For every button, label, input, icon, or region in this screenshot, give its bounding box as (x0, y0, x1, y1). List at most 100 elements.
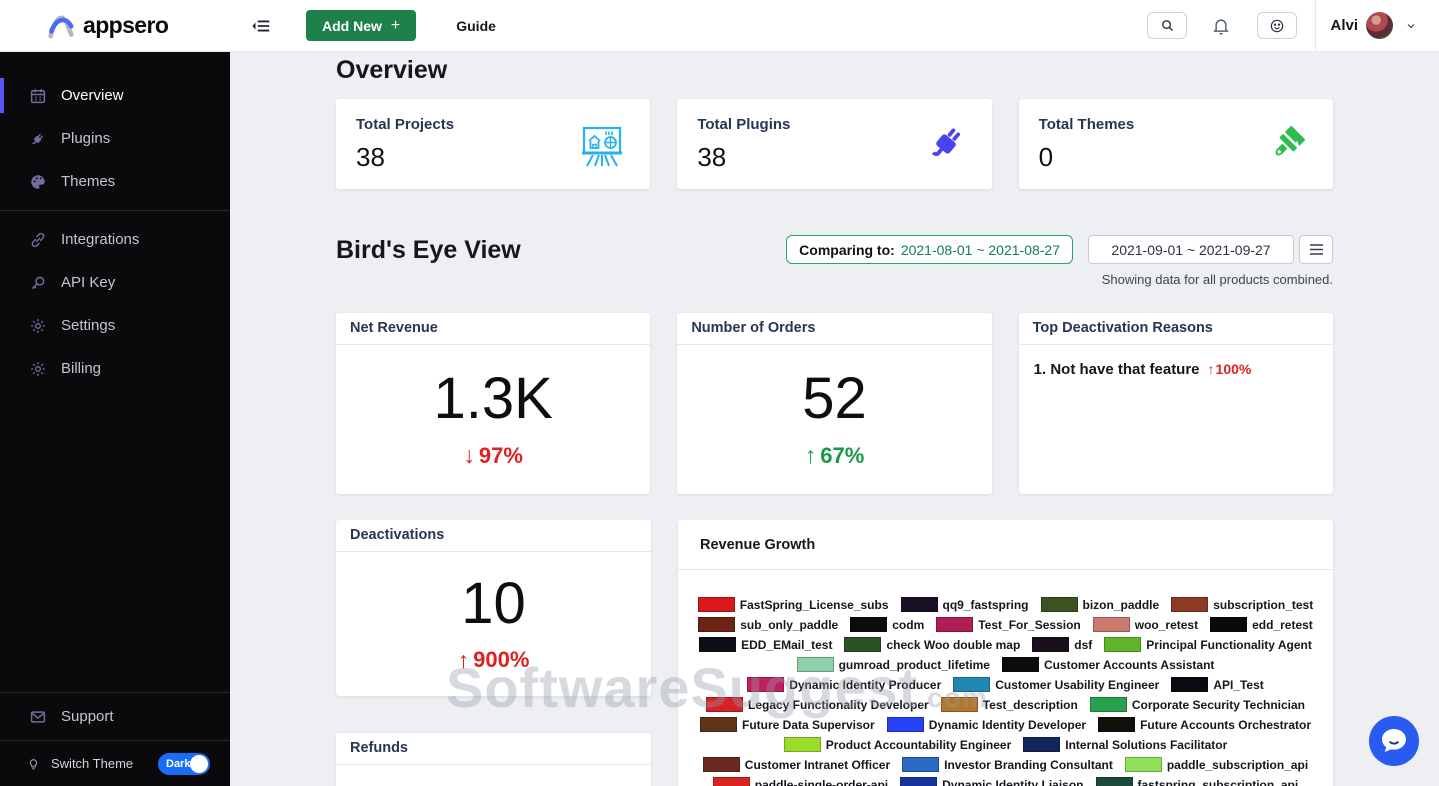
sidebar-item-label: Integrations (61, 231, 140, 248)
sidebar-item-support[interactable]: Support (0, 692, 230, 740)
legend-item[interactable]: Customer Usability Engineer (953, 677, 1159, 692)
legend-item[interactable]: Future Data Supervisor (699, 717, 875, 732)
products-filter-button[interactable] (1299, 235, 1333, 264)
stat-label: Total Projects (356, 116, 455, 133)
legend-label: fastspring_subscription_api (1137, 777, 1299, 786)
legend-item[interactable]: Principal Functionality Agent (1104, 637, 1312, 652)
legend-item[interactable]: edd_retest (1210, 617, 1313, 632)
dark-mode-toggle[interactable]: Dark (158, 752, 210, 775)
legend-item[interactable]: Dynamic Identity Liaison (900, 777, 1084, 786)
notifications-button[interactable] (1211, 16, 1231, 36)
date-range-input[interactable]: 2021-09-01 ~ 2021-09-27 (1088, 235, 1294, 264)
legend-item[interactable]: woo_retest (1092, 617, 1198, 632)
legend-item[interactable]: fastspring_subscription_api (1095, 777, 1299, 786)
legend-item[interactable]: Corporate Security Technician (1089, 697, 1305, 712)
metric-delta: ↑ 900% (457, 646, 530, 673)
brand-logo[interactable]: appsero (0, 9, 230, 42)
brand-name: appsero (83, 12, 169, 38)
divider (0, 210, 230, 211)
legend-item[interactable]: Internal Solutions Facilitator (1023, 737, 1227, 752)
legend-item[interactable]: check Woo double map (844, 637, 1020, 652)
user-menu[interactable]: Alvi (1330, 12, 1417, 39)
legend-item[interactable]: Customer Intranet Officer (702, 757, 890, 772)
legend-item[interactable]: Product Accountability Engineer (783, 737, 1011, 752)
metric-delta: ↓ 97% (463, 442, 523, 468)
sidebar-menu: Overview Plugins (0, 52, 230, 390)
legend-item[interactable]: paddle_subscription_api (1124, 757, 1308, 772)
comparing-range-pill[interactable]: Comparing to: 2021-08-01 ~ 2021-08-27 (786, 235, 1073, 264)
legend-item[interactable]: Test_description (940, 697, 1078, 712)
chat-bubble-icon (1369, 716, 1419, 766)
legend-item[interactable]: Dynamic Identity Producer (747, 677, 941, 692)
stat-card-total-projects: Total Projects 38 (336, 99, 651, 189)
legend-item[interactable]: Legacy Functionality Developer (705, 697, 929, 712)
number-of-orders-card: Number of Orders 52 ↑ 67% (677, 313, 992, 494)
stat-value: 0 (1038, 142, 1054, 172)
feedback-button[interactable] (1257, 12, 1298, 39)
stat-label: Total Themes (1038, 116, 1135, 133)
metrics-row: Net Revenue 1.3K ↓ 97% Number of Orders … (336, 313, 1333, 494)
page-title: Overview (336, 56, 448, 84)
legend-label: Principal Functionality Agent (1146, 637, 1312, 652)
stat-value: 38 (697, 142, 727, 172)
sidebar-item-integrations[interactable]: Integrations (0, 218, 230, 261)
legend-item[interactable]: sub_only_paddle (698, 617, 838, 632)
sidebar: Overview Plugins (0, 52, 230, 786)
legend-item[interactable]: Customer Accounts Assistant (1001, 657, 1214, 672)
key-icon (29, 274, 47, 292)
plus-icon: + (390, 16, 401, 34)
legend-swatch (1089, 697, 1127, 712)
legend-item[interactable]: paddle-single-order-api (712, 777, 888, 786)
sidebar-collapse-icon[interactable] (248, 13, 274, 39)
legend-item[interactable]: Test_For_Session (936, 617, 1081, 632)
metric-value: 10 (461, 570, 526, 636)
link-icon (29, 231, 47, 249)
switch-theme-row: Switch Theme Dark (0, 740, 230, 786)
sidebar-item-themes[interactable]: Themes (0, 160, 230, 203)
legend-item[interactable]: Investor Branding Consultant (902, 757, 1113, 772)
legend-item[interactable]: EDD_EMail_test (699, 637, 832, 652)
revenue-growth-legend: FastSpring_License_subs qq9_fastspring biz… (678, 597, 1333, 786)
card-title: Deactivations (336, 520, 651, 552)
legend-label: sub_only_paddle (740, 617, 839, 632)
legend-item[interactable]: dsf (1032, 637, 1092, 652)
divider (1315, 0, 1317, 52)
legend-label: check Woo double map (886, 637, 1021, 652)
legend-item[interactable]: qq9_fastspring (900, 597, 1029, 612)
legend-swatch (902, 757, 940, 772)
legend-item[interactable]: FastSpring_License_subs (697, 597, 889, 612)
sidebar-item-overview[interactable]: Overview (0, 74, 230, 117)
legend-item[interactable]: API_Test (1171, 677, 1264, 692)
card-title: Revenue Growth (678, 520, 1333, 570)
top-bar: appsero Add New + Guide (0, 0, 1439, 52)
arrow-up-icon: ↑ (804, 442, 817, 468)
search-icon (1160, 18, 1175, 33)
legend-item[interactable]: codm (850, 617, 924, 632)
legend-label: qq9_fastspring (942, 597, 1029, 612)
legend-swatch (1098, 717, 1136, 732)
user-name: Alvi (1330, 17, 1358, 34)
legend-item[interactable]: gumroad_product_lifetime (796, 657, 990, 672)
legend-item[interactable]: Dynamic Identity Developer (886, 717, 1086, 732)
legend-item[interactable]: Future Accounts Orchestrator (1098, 717, 1311, 732)
gear-icon (29, 360, 47, 378)
chat-button[interactable] (1369, 716, 1419, 766)
legend-item[interactable]: bizon_paddle (1040, 597, 1159, 612)
sidebar-item-api-key[interactable]: API Key (0, 261, 230, 304)
sidebar-item-settings[interactable]: Settings (0, 304, 230, 347)
add-new-button[interactable]: Add New + (306, 10, 417, 41)
sidebar-item-billing[interactable]: Billing (0, 347, 230, 390)
legend-swatch (783, 737, 821, 752)
sidebar-item-plugins[interactable]: Plugins (0, 117, 230, 160)
deactivations-card: Deactivations 10 ↑ 900% (336, 520, 651, 696)
legend-swatch (699, 717, 737, 732)
switch-theme-label: Switch Theme (51, 756, 134, 771)
legend-label: Test_For_Session (978, 617, 1081, 632)
guide-link[interactable]: Guide (456, 17, 496, 34)
search-button[interactable] (1147, 12, 1188, 39)
legend-item[interactable]: subscription_test (1171, 597, 1313, 612)
toggle-knob (190, 754, 208, 773)
stat-value: 38 (356, 142, 385, 172)
section-title: Bird's Eye View (336, 235, 521, 264)
legend-swatch (1023, 737, 1061, 752)
